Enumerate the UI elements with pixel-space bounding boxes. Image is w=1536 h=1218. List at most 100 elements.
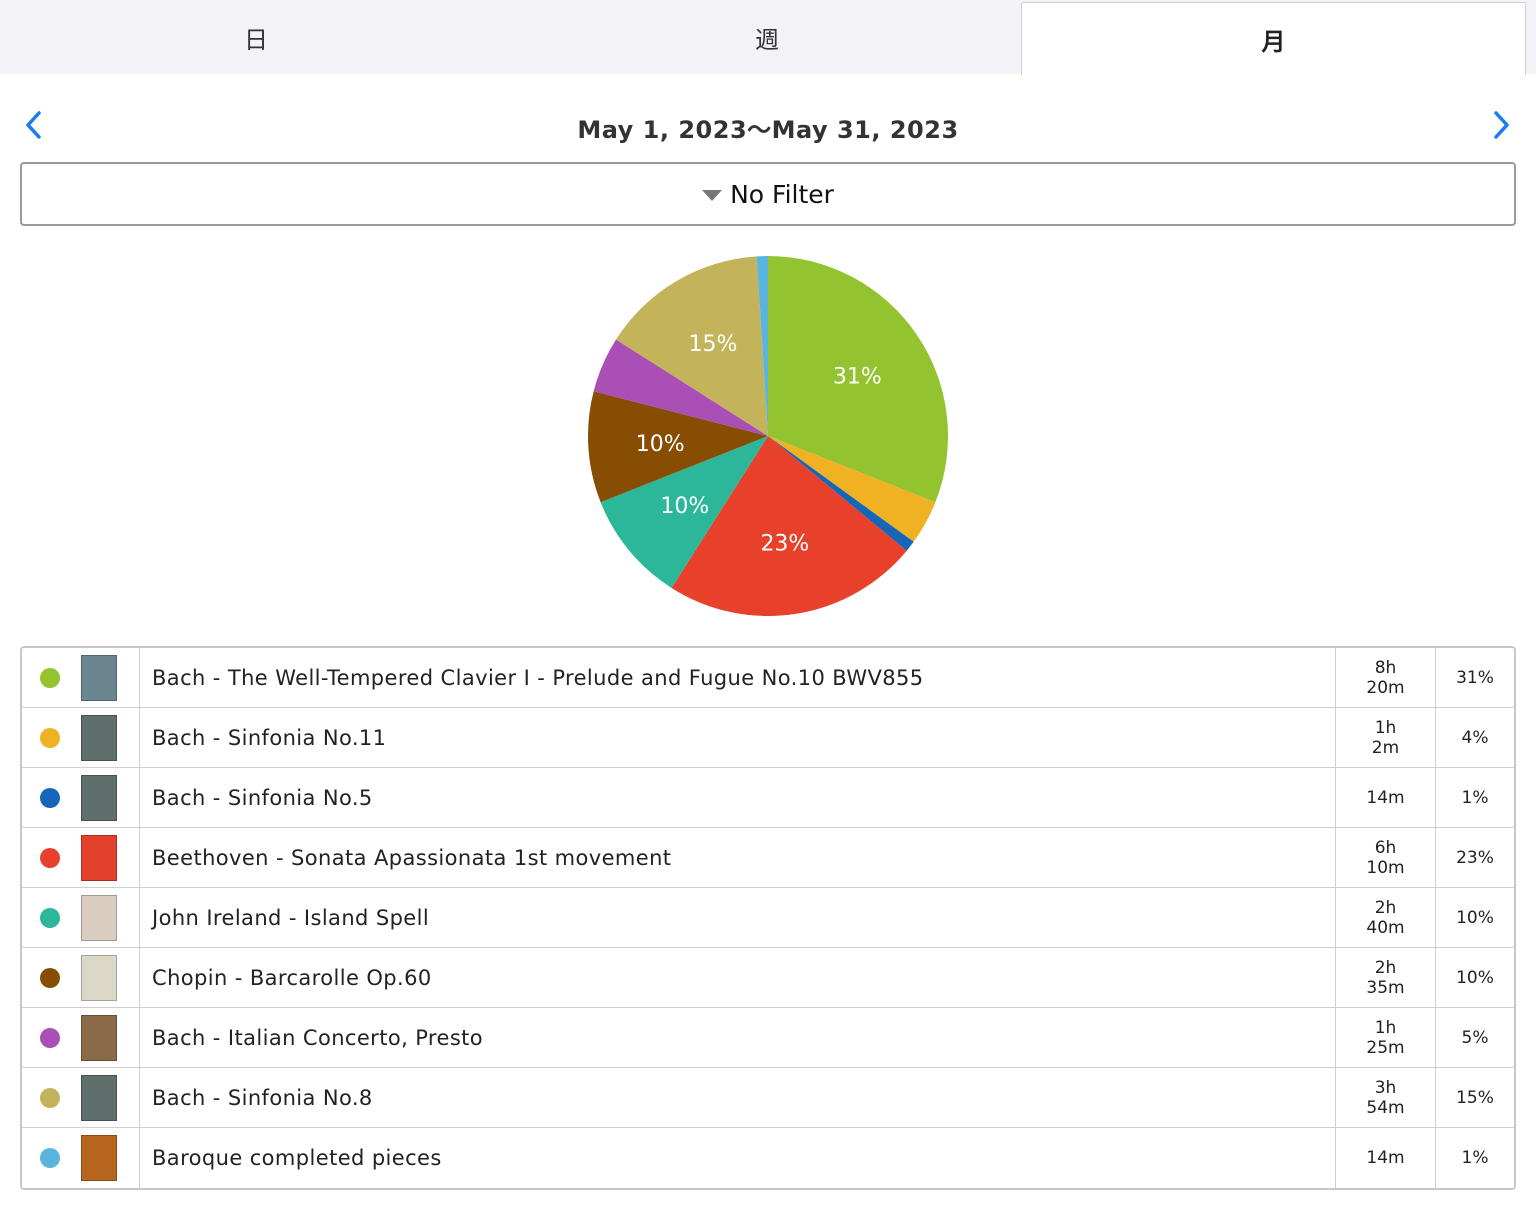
color-dot-icon — [40, 967, 60, 988]
piece-title: Chopin - Barcarolle Op.60 — [140, 948, 1336, 1007]
piece-title: Bach - The Well-Tempered Clavier I - Pre… — [140, 648, 1336, 707]
table-row[interactable]: Bach - Sinfonia No.5 14m 1% — [22, 768, 1514, 828]
practice-time-line2: 10m — [1366, 857, 1405, 878]
dropdown-triangle-icon — [702, 189, 723, 201]
next-period-button[interactable] — [1487, 108, 1517, 142]
sheet-music-thumbnail — [81, 1135, 117, 1181]
row-icon-cell — [22, 1008, 140, 1067]
filter-dropdown[interactable]: No Filter — [20, 162, 1516, 226]
practice-percent: 4% — [1461, 727, 1489, 748]
color-dot-icon — [40, 907, 60, 928]
chevron-right-icon — [1494, 111, 1509, 139]
practice-percent: 5% — [1461, 1027, 1489, 1048]
practice-time-line1: 1h — [1374, 1017, 1397, 1038]
practice-time-line1: 14m — [1366, 787, 1405, 808]
color-dot-icon — [40, 1148, 60, 1168]
pie-slice-label-7: 15% — [689, 332, 738, 357]
table-row[interactable]: Bach - Sinfonia No.8 3h 54m 15% — [22, 1068, 1514, 1128]
piece-title: Beethoven - Sonata Apassionata 1st movem… — [140, 828, 1336, 887]
practice-percent: 31% — [1456, 667, 1494, 688]
pie-slice-label-0: 31% — [833, 364, 882, 389]
previous-period-button[interactable] — [20, 108, 50, 142]
tab-month[interactable]: 月 — [1021, 2, 1526, 75]
piece-title: Bach - Sinfonia No.5 — [140, 768, 1336, 827]
color-dot-icon — [40, 667, 60, 688]
practice-time-line2: 2m — [1371, 737, 1400, 758]
piece-title: John Ireland - Island Spell — [140, 888, 1336, 947]
row-icon-cell — [22, 888, 140, 947]
practice-time-line2: 25m — [1366, 1037, 1405, 1058]
table-row[interactable]: Bach - Italian Concerto, Presto 1h 25m 5% — [22, 1008, 1514, 1068]
pie-slice-8 — [756, 256, 768, 436]
period-tab-bar: 日 週 月 — [0, 0, 1536, 75]
piece-title: Bach - Italian Concerto, Presto — [140, 1008, 1336, 1067]
practice-time-line2: 54m — [1366, 1097, 1405, 1118]
practice-time: 8h 20m — [1336, 648, 1436, 707]
practice-percent: 10% — [1456, 967, 1494, 988]
pie-slice-label-5: 10% — [636, 432, 685, 457]
pie-slice-label-4: 10% — [660, 494, 709, 519]
practice-time: 3h 54m — [1336, 1068, 1436, 1127]
practice-time: 14m — [1336, 1128, 1436, 1188]
pie-slice-2 — [768, 436, 914, 551]
practice-time-pie-chart: 31% 23% 10% 10% 15% — [588, 256, 948, 617]
table-row[interactable]: Chopin - Barcarolle Op.60 2h 35m 10% — [22, 948, 1514, 1008]
row-icon-cell — [22, 1128, 140, 1188]
practice-time-line1: 14m — [1366, 1148, 1405, 1168]
chevron-left-icon — [26, 111, 41, 139]
practice-percent: 1% — [1461, 787, 1489, 808]
pie-slice-3 — [671, 436, 907, 617]
row-icon-cell — [22, 768, 140, 827]
piece-title: Bach - Sinfonia No.8 — [140, 1068, 1336, 1127]
sheet-music-thumbnail — [81, 1014, 117, 1061]
practice-time-line2: 20m — [1366, 677, 1405, 698]
sheet-music-thumbnail — [81, 834, 117, 881]
tab-week[interactable]: 週 — [755, 25, 779, 54]
row-icon-cell — [22, 948, 140, 1007]
practice-time-line2: 35m — [1366, 977, 1405, 998]
practice-time-line1: 2h — [1374, 897, 1397, 918]
practice-pieces-table: Bach - The Well-Tempered Clavier I - Pre… — [20, 646, 1516, 1190]
table-row[interactable]: John Ireland - Island Spell 2h 40m 10% — [22, 888, 1514, 948]
sheet-music-thumbnail — [81, 894, 117, 941]
practice-time: 6h 10m — [1336, 828, 1436, 887]
tab-day[interactable]: 日 — [244, 25, 268, 54]
practice-time-line1: 3h — [1374, 1077, 1397, 1098]
sheet-music-thumbnail — [81, 714, 117, 761]
practice-time: 14m — [1336, 768, 1436, 827]
color-dot-icon — [40, 1087, 60, 1108]
sheet-music-thumbnail — [81, 954, 117, 1001]
table-row[interactable]: Beethoven - Sonata Apassionata 1st movem… — [22, 828, 1514, 888]
sheet-music-thumbnail — [81, 1074, 117, 1121]
pie-slice-4 — [600, 436, 768, 588]
practice-percent: 1% — [1461, 1148, 1489, 1168]
pie-slice-label-3: 23% — [760, 532, 809, 557]
sheet-music-thumbnail — [81, 654, 117, 701]
practice-percent: 23% — [1456, 847, 1494, 868]
filter-label: No Filter — [730, 179, 834, 209]
practice-time: 1h 25m — [1336, 1008, 1436, 1067]
pie-slice-7 — [616, 256, 768, 436]
pie-slice-6 — [593, 339, 768, 436]
sheet-music-thumbnail — [81, 774, 117, 821]
row-icon-cell — [22, 708, 140, 767]
row-icon-cell — [22, 1068, 140, 1127]
pie-slice-5 — [588, 391, 768, 503]
practice-time-line2: 40m — [1366, 917, 1405, 938]
row-icon-cell — [22, 648, 140, 707]
piece-title: Baroque completed pieces — [140, 1128, 1336, 1188]
practice-time: 2h 40m — [1336, 888, 1436, 947]
color-dot-icon — [40, 847, 60, 868]
date-range-label: May 1, 2023〜May 31, 2023 — [577, 116, 959, 144]
table-row[interactable]: Bach - Sinfonia No.11 1h 2m 4% — [22, 708, 1514, 768]
table-row[interactable]: Baroque completed pieces 14m 1% — [22, 1128, 1514, 1188]
table-row[interactable]: Bach - The Well-Tempered Clavier I - Pre… — [22, 648, 1514, 708]
practice-time-line1: 1h — [1374, 717, 1397, 738]
color-dot-icon — [40, 787, 60, 808]
practice-time-line1: 8h — [1374, 657, 1397, 678]
row-icon-cell — [22, 828, 140, 887]
pie-slice-0 — [768, 256, 948, 503]
practice-time: 2h 35m — [1336, 948, 1436, 1007]
color-dot-icon — [40, 727, 60, 748]
practice-time-line1: 2h — [1374, 957, 1397, 978]
